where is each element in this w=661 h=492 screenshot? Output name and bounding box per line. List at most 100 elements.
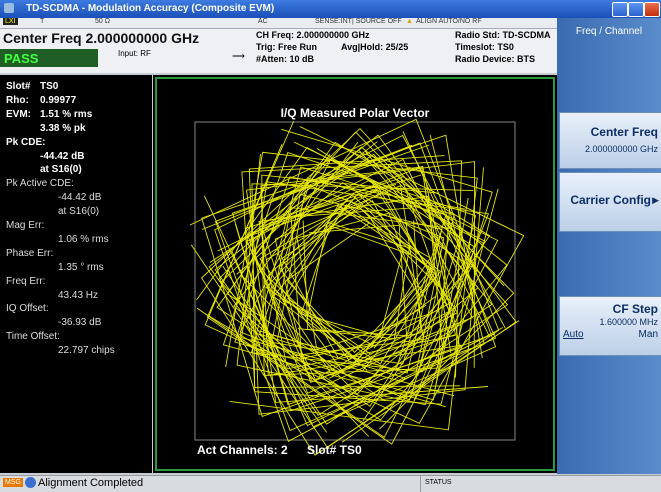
menu-title: Freq / Channel xyxy=(575,26,643,37)
status-row: LXI T 50 Ω AC SENSE:INT| SOURCE OFF ▲ AL… xyxy=(0,18,557,29)
result-value: -44.42 dB xyxy=(40,150,85,162)
center-freq-key[interactable]: Center Freq 2.000000000 GHz xyxy=(559,112,661,169)
window-title: TD-SCDMA - Modulation Accuracy (Composit… xyxy=(26,3,275,14)
vector-trace xyxy=(216,148,475,407)
result-label: Pk CDE: xyxy=(6,136,46,148)
vector-trace xyxy=(205,146,508,421)
vector-trace xyxy=(260,166,462,377)
result-label: Rho: xyxy=(6,94,29,106)
sense: SENSE:INT| SOURCE OFF xyxy=(315,18,402,25)
vector-trace xyxy=(208,134,517,443)
vector-trace xyxy=(272,193,434,362)
carrier-config-key[interactable]: Carrier Config ▶ xyxy=(559,172,661,232)
vector-trace xyxy=(244,183,456,380)
vector-trace xyxy=(266,194,438,366)
softkey-panel: Freq / Channel xyxy=(557,18,661,474)
timeslot: Timeslot: TS0 xyxy=(455,42,514,52)
result-value: at S16(0) xyxy=(40,164,82,176)
vector-trace xyxy=(234,165,461,406)
trig-icon: ⟶ xyxy=(232,51,245,61)
option-auto[interactable]: Auto xyxy=(563,329,584,340)
plot-title: I/Q Measured Polar Vector xyxy=(281,106,430,120)
pass-status: PASS xyxy=(4,51,39,66)
close-button[interactable] xyxy=(644,2,660,17)
vector-trace xyxy=(258,195,456,370)
vector-trace xyxy=(214,134,506,442)
center-freq: Center Freq 2.000000000 GHz xyxy=(3,30,200,46)
message-bar: MSG Alignment Completed STATUS xyxy=(0,475,661,492)
vector-trace xyxy=(236,182,472,395)
result-label: Pk Active CDE: xyxy=(6,178,74,190)
avg-hold: Avg|Hold: 25/25 xyxy=(341,42,409,52)
vector-trace xyxy=(222,152,477,408)
vector-trace xyxy=(274,185,425,371)
result-label: IQ Offset: xyxy=(6,303,49,315)
vector-trace xyxy=(234,176,469,401)
status-label: STATUS xyxy=(425,479,452,486)
minimize-button[interactable] xyxy=(612,2,628,17)
result-label: EVM: xyxy=(6,108,31,120)
key-value: 2.000000000 GHz xyxy=(584,144,658,154)
result-value: at S16(0) xyxy=(58,206,100,218)
input: Input: RF xyxy=(118,49,151,58)
vector-trace xyxy=(286,213,415,353)
align: ALIGN AUTO/NO RF xyxy=(416,18,482,25)
result-label: Mag Err: xyxy=(6,220,45,231)
result-label: Time Offset: xyxy=(6,331,60,343)
cf-step-key[interactable]: CF Step 1.600000 MHz Auto Man xyxy=(559,296,661,356)
key-value: 1.600000 MHz xyxy=(599,317,658,327)
vector-trace xyxy=(225,151,478,431)
divider xyxy=(420,476,421,492)
act-channels: Act Channels: 2 xyxy=(197,443,288,457)
header: Center Freq 2.000000000 GHz PASS Input: … xyxy=(0,29,557,73)
title-bar: TD-SCDMA - Modulation Accuracy (Composit… xyxy=(0,0,661,18)
result-value: 1.51 % rms xyxy=(40,108,93,120)
polar-plot: I/Q Measured Polar Vector Act Channels: … xyxy=(155,77,555,471)
result-value: 1.06 % rms xyxy=(58,233,109,245)
result-value: 1.35 ° rms xyxy=(58,261,104,273)
vector-trace xyxy=(214,141,493,416)
result-value: 0.99977 xyxy=(40,94,77,106)
result-value: 43.43 Hz xyxy=(58,289,99,301)
vector-trace xyxy=(296,212,430,351)
vector-trace xyxy=(240,181,490,401)
option-man[interactable]: Man xyxy=(638,329,658,340)
vector-trace xyxy=(281,199,427,359)
vector-trace xyxy=(261,174,473,383)
vector-traces xyxy=(189,118,525,456)
radio-device: Radio Device: BTS xyxy=(455,54,536,64)
result-label: Freq Err: xyxy=(6,275,46,287)
result-value: TS0 xyxy=(40,81,59,92)
ch-freq: CH Freq: 2.000000000 GHz xyxy=(256,30,370,40)
iq-box xyxy=(194,121,516,441)
atten: #Atten: 10 dB xyxy=(256,54,315,64)
coupling: AC xyxy=(258,18,268,25)
vector-trace xyxy=(196,147,486,439)
vector-trace xyxy=(278,206,440,361)
vector-trace xyxy=(302,220,408,337)
result-value: 3.38 % pk xyxy=(40,122,86,134)
vector-trace xyxy=(241,160,463,389)
key-label: CF Step xyxy=(612,302,658,316)
lxi-badge: LXI xyxy=(3,18,18,25)
vector-trace xyxy=(268,177,447,365)
vector-trace xyxy=(215,131,497,432)
vector-trace xyxy=(201,134,496,417)
vector-trace xyxy=(226,141,491,422)
maximize-button[interactable] xyxy=(628,2,644,17)
app-icon xyxy=(4,3,14,13)
message: Alignment Completed xyxy=(38,477,144,489)
result-value: -36.93 dB xyxy=(58,317,102,329)
results-panel: Slot# TS0 Rho: 0.99977 EVM: 1.51 % rms 3.38 % … xyxy=(0,75,152,473)
msg-tag: MSG xyxy=(3,478,23,487)
key-label: Carrier Config xyxy=(570,193,651,207)
plot-slot: Slot# TS0 xyxy=(307,443,362,457)
submenu-arrow: ▶ xyxy=(652,195,659,205)
result-label: Phase Err: xyxy=(6,247,54,259)
result-label: Slot# xyxy=(6,81,31,92)
warning-icon: ▲ xyxy=(406,18,413,25)
vector-trace xyxy=(236,128,493,406)
vector-trace xyxy=(300,225,411,337)
result-value: -44.42 dB xyxy=(58,192,102,204)
